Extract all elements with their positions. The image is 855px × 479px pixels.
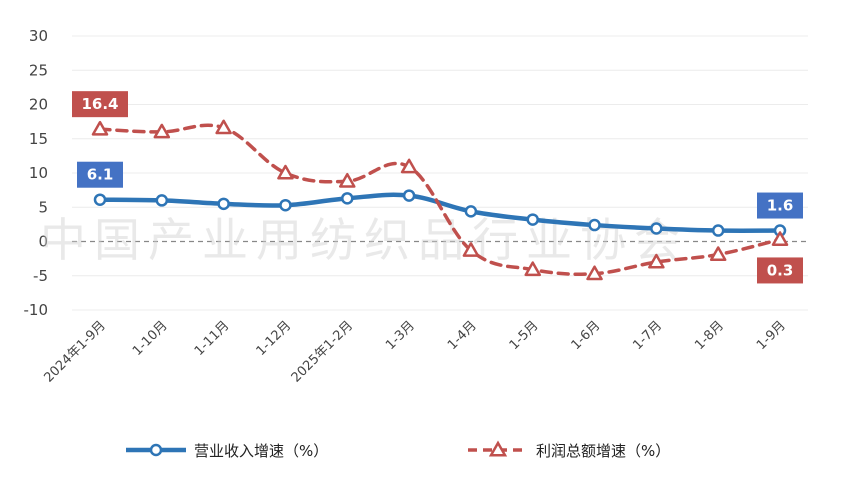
callout-label: 1.6 <box>767 197 794 215</box>
y-tick-label: -10 <box>24 301 49 319</box>
callout-label: 6.1 <box>87 166 114 184</box>
data-point-0 <box>155 194 169 207</box>
data-point-0 <box>402 189 416 202</box>
data-point-1 <box>524 261 541 277</box>
data-point-0 <box>93 193 107 206</box>
data-point-0 <box>217 197 230 211</box>
y-tick-label: 15 <box>29 130 48 148</box>
callout-box <box>757 192 803 219</box>
x-tick-label: 1-4月 <box>445 318 480 353</box>
legend-label: 营业收入增速（%） <box>194 442 328 460</box>
data-point-1 <box>400 158 418 174</box>
data-point-1 <box>709 246 727 262</box>
y-tick-label: 20 <box>29 96 48 114</box>
legend-marker <box>149 443 163 457</box>
x-tick-label: 1-6月 <box>569 318 604 353</box>
data-point-1 <box>462 242 480 257</box>
data-point-1 <box>91 120 109 136</box>
legend-marker <box>488 440 508 457</box>
data-point-1 <box>215 119 232 135</box>
data-point-1 <box>277 164 294 180</box>
y-tick-label: 10 <box>29 164 48 182</box>
y-axis-tick-labels: -10 -5 0 5 10 15 20 25 30 <box>24 27 49 319</box>
data-point-0 <box>588 218 601 232</box>
data-point-0 <box>464 205 478 218</box>
callout-label: 16.4 <box>81 95 118 113</box>
y-tick-label: 25 <box>29 61 48 79</box>
data-point-0 <box>526 213 539 226</box>
callout-box <box>77 161 123 188</box>
legend-label: 利润总额增速（%） <box>536 442 670 460</box>
data-point-1 <box>339 172 356 188</box>
data-point-0 <box>279 198 292 212</box>
x-tick-label: 1-11月 <box>192 318 233 359</box>
data-point-0 <box>711 224 725 237</box>
data-point-0 <box>341 192 354 205</box>
data-point-1 <box>153 123 171 139</box>
callout-box <box>757 257 803 284</box>
callout-label: 0.3 <box>767 261 794 279</box>
x-tick-label: 1-10月 <box>130 318 171 359</box>
y-tick-label: 5 <box>38 198 48 216</box>
y-tick-label: -5 <box>33 267 48 285</box>
callout-box <box>72 91 128 118</box>
grid-lines <box>72 35 808 311</box>
x-tick-label: 1-5月 <box>507 318 542 353</box>
legend: 营业收入增速（%） 利润总额增速（%） <box>126 440 670 460</box>
x-tick-label: 1-8月 <box>692 318 727 353</box>
y-tick-label: 0 <box>38 233 48 251</box>
x-tick-label: 1-7月 <box>630 318 665 353</box>
data-point-0 <box>650 222 663 235</box>
y-tick-label: 30 <box>29 27 48 45</box>
x-tick-label: 2025年1-2月 <box>289 318 356 385</box>
data-callouts: 16.4 6.1 1.6 0.3 <box>72 91 803 284</box>
data-point-1 <box>648 253 665 269</box>
series-lines <box>91 119 789 281</box>
x-tick-label: 1-3月 <box>383 318 418 353</box>
x-tick-label: 1-9月 <box>754 318 789 353</box>
x-tick-label: 2024年1-9月 <box>41 318 108 385</box>
data-point-1 <box>771 231 789 246</box>
x-tick-label: 1-12月 <box>254 318 295 359</box>
data-point-1 <box>586 265 603 281</box>
